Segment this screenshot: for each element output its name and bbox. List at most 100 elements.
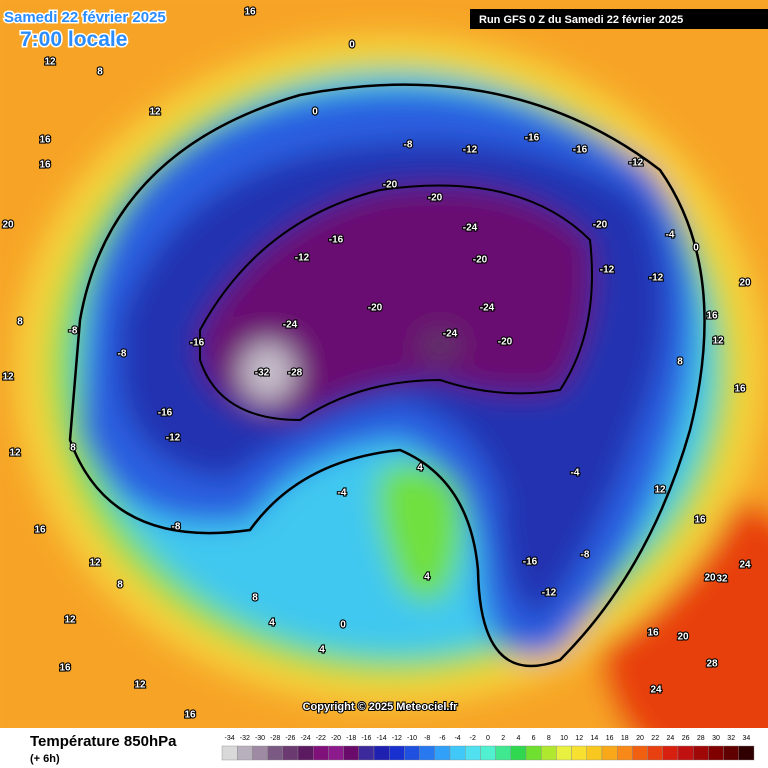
map-label: 16 (647, 628, 659, 639)
map-label: 8 (252, 593, 258, 604)
map-label: -24 (463, 223, 478, 234)
map-label: -16 (573, 145, 588, 156)
map-label: -20 (473, 255, 488, 266)
color-swatch (632, 745, 648, 761)
scale-tick-label: -4 (454, 735, 460, 742)
map-label: -4 (666, 230, 675, 241)
scale-tick-label: -34 (225, 735, 235, 742)
color-swatch (510, 745, 527, 761)
map-label: 0 (312, 107, 318, 118)
scale-tick-label: -20 (331, 735, 341, 742)
map-label: 8 (17, 317, 23, 328)
map-label: 16 (184, 710, 196, 721)
scale-tick-label: 2 (501, 735, 505, 742)
scale-tick-label: 22 (651, 735, 659, 742)
map-label: -16 (523, 557, 538, 568)
map-label: 4 (417, 463, 423, 474)
isotherm (199, 184, 593, 422)
map-label: -20 (498, 337, 513, 348)
map-label: 12 (89, 558, 101, 569)
legend-subtitle: (+ 6h) (30, 753, 60, 765)
color-swatch (662, 745, 679, 761)
map-label: 8 (677, 357, 683, 368)
map-label: 20 (677, 632, 689, 643)
map-label: 12 (149, 107, 161, 118)
map-label: -24 (480, 303, 495, 314)
map-label: 4 (319, 645, 325, 656)
scale-tick-label: 16 (606, 735, 614, 742)
scale-tick-label: -24 (301, 735, 311, 742)
map-label: 12 (9, 448, 21, 459)
scale-tick-label: 4 (516, 735, 520, 742)
map-label: -20 (428, 193, 443, 204)
color-swatch (236, 745, 253, 761)
color-swatch (723, 745, 739, 761)
scale-tick-label: 32 (727, 735, 735, 742)
color-swatch (343, 745, 360, 761)
scale-tick-label: 6 (532, 735, 536, 742)
map-label: -12 (600, 265, 615, 276)
scale-tick-label: -22 (316, 735, 326, 742)
map-label: 8 (97, 67, 103, 78)
map-label: 20 (704, 573, 716, 584)
map-label: 8 (117, 580, 123, 591)
map-label: 24 (650, 685, 662, 696)
color-swatch (571, 745, 587, 761)
color-swatch (556, 745, 572, 761)
map-label: 32 (716, 574, 728, 585)
color-swatch (480, 745, 496, 761)
map-labels: 16 12 16 16 8 12 20 8 12 12 16 12 8 12 16 12 16 0 0 -8 -12 -1… (1, 6, 752, 722)
map-label: -16 (190, 338, 205, 349)
color-swatch (586, 745, 603, 761)
color-swatch (419, 745, 436, 761)
scale-tick-label: -16 (361, 735, 371, 742)
map-label: 12 (2, 372, 14, 383)
color-swatch (267, 745, 284, 761)
color-swatch (738, 745, 755, 761)
map-label: -24 (283, 320, 298, 331)
scale-tick-label: -26 (285, 735, 295, 742)
map-label: 28 (706, 659, 718, 670)
color-swatch (373, 745, 390, 761)
color-swatch (465, 745, 481, 761)
scale-tick-label: 14 (591, 735, 599, 742)
map-label: 16 (706, 311, 718, 322)
color-swatch (708, 745, 724, 761)
map-label: 16 (39, 135, 51, 146)
map-label: 0 (693, 243, 699, 254)
map-label: -16 (158, 408, 173, 419)
map-label: 12 (654, 485, 666, 496)
scale-tick-label: 30 (712, 735, 720, 742)
time: 7:00 locale (20, 28, 127, 51)
scale-tick-label: 26 (682, 735, 690, 742)
map-label: -20 (368, 303, 383, 314)
map-label: -4 (571, 468, 580, 479)
map-label: 16 (39, 160, 51, 171)
map-label: -12 (629, 158, 644, 169)
map-label: 16 (734, 384, 746, 395)
map-label: 4 (424, 572, 430, 583)
map-label: -12 (542, 588, 557, 599)
map-label: 12 (134, 680, 146, 691)
run-box (470, 9, 768, 29)
map-label: -24 (443, 329, 458, 340)
color-swatch (525, 745, 542, 761)
map-label: -8 (118, 349, 127, 360)
map-label: 12 (712, 336, 724, 347)
copyright: Copyright © 2025 Meteociel.fr (303, 701, 459, 713)
map-label: -8 (581, 550, 590, 561)
scale-tick-label: 34 (743, 735, 751, 742)
scale-tick-label: -28 (270, 735, 280, 742)
map-label: -8 (404, 140, 413, 151)
map-label: 0 (340, 620, 346, 631)
map-label: -20 (593, 220, 608, 231)
color-swatch (313, 745, 329, 761)
scale-tick-label: -2 (470, 735, 476, 742)
color-swatch (449, 745, 466, 761)
map-label: 20 (739, 278, 751, 289)
map-label: 8 (70, 443, 76, 454)
map-label: 12 (44, 57, 56, 68)
map-label: 4 (269, 618, 275, 629)
